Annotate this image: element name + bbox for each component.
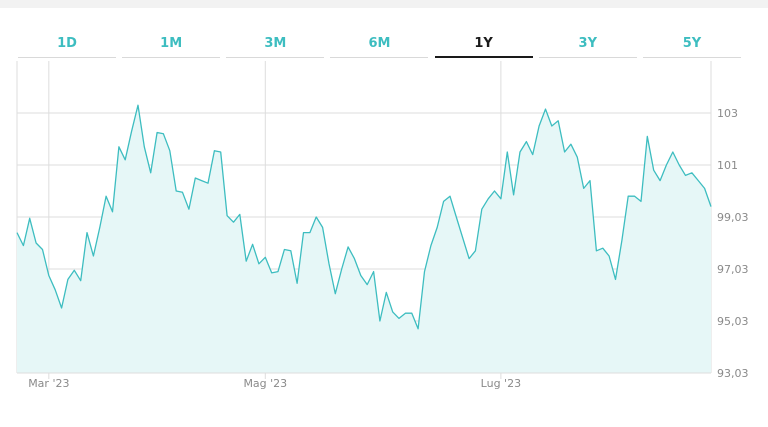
tab-3y[interactable]: 3Y bbox=[538, 28, 637, 58]
y-tick-label: 93,03 bbox=[717, 367, 749, 380]
price-area bbox=[17, 105, 711, 373]
x-tick-label: Mar '23 bbox=[28, 377, 69, 390]
tab-1y[interactable]: 1Y bbox=[434, 28, 533, 58]
tab-1m[interactable]: 1M bbox=[122, 28, 221, 58]
price-chart[interactable]: 93,03 95,03 97,03 99,03 101 103 Mar '23 Mag '23… bbox=[0, 58, 768, 398]
range-tabs: 1D 1M 3M 6M 1Y 3Y 5Y bbox=[18, 28, 741, 58]
x-tick-label: Mag '23 bbox=[243, 377, 287, 390]
y-tick-label: 97,03 bbox=[717, 263, 749, 276]
tab-3m[interactable]: 3M bbox=[226, 28, 325, 58]
y-tick-label: 101 bbox=[717, 159, 738, 172]
y-tick-label: 95,03 bbox=[717, 315, 749, 328]
tab-5y[interactable]: 5Y bbox=[642, 28, 741, 58]
tab-6m[interactable]: 6M bbox=[330, 28, 429, 58]
y-tick-label: 99,03 bbox=[717, 211, 749, 224]
x-tick-label: Lug '23 bbox=[481, 377, 521, 390]
y-tick-label: 103 bbox=[717, 107, 738, 120]
top-strip bbox=[0, 0, 768, 8]
tab-1d[interactable]: 1D bbox=[18, 28, 116, 58]
price-line bbox=[16, 104, 712, 330]
